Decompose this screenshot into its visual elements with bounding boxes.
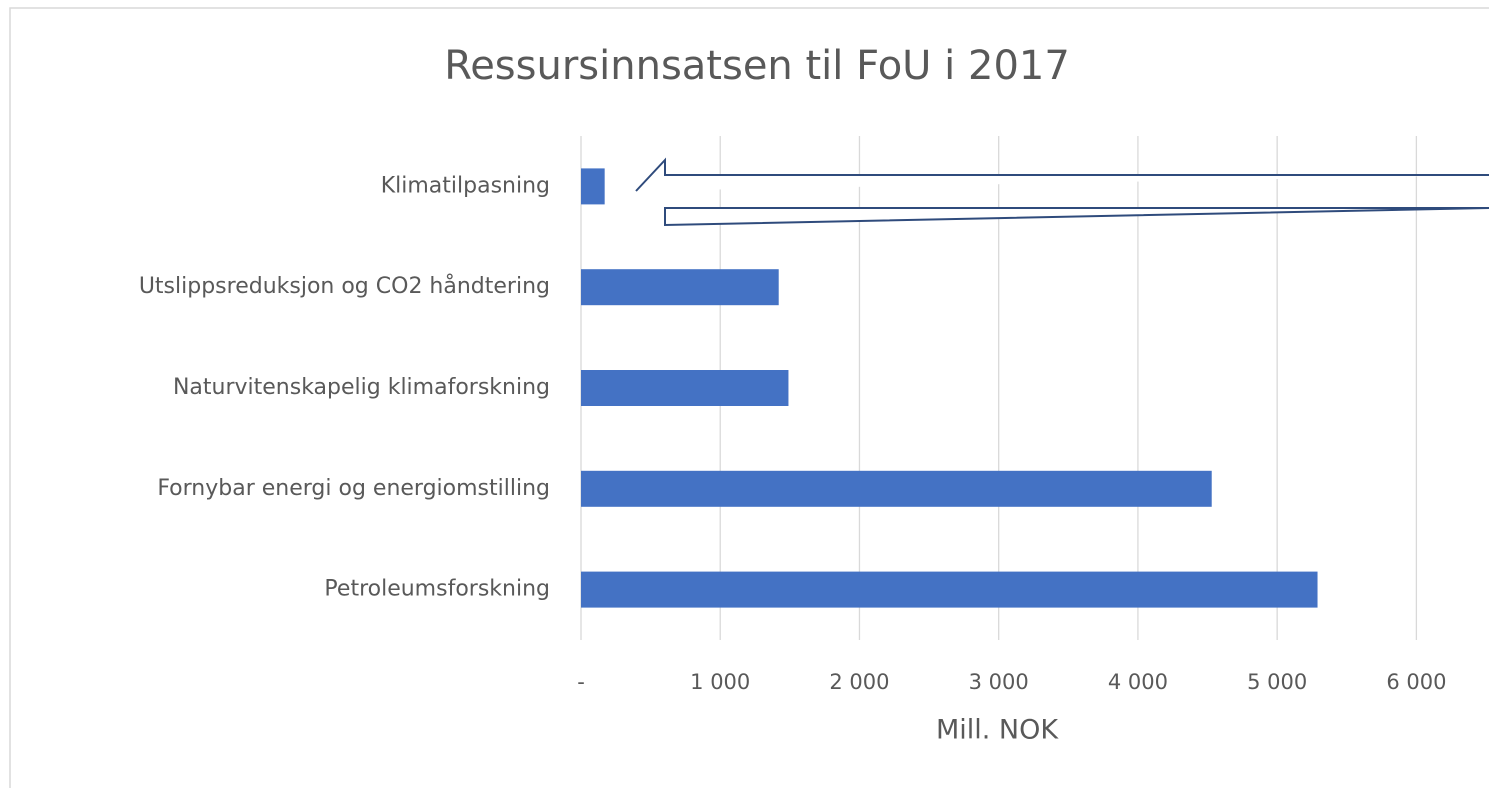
y-tick-label: Fornybar energi og energiomstilling [157,476,550,501]
y-tick-label: Naturvitenskapelig klimaforskning [173,375,550,400]
bar [581,470,1212,507]
y-tick-label: Utslippsreduksjon og CO2 håndtering [139,273,550,299]
x-tick-label: - [577,670,585,694]
x-axis-title: Mill. NOK [936,715,1059,746]
x-tick-label: 6 000 [1386,670,1446,694]
x-tick-label: 4 000 [1108,670,1168,694]
x-tick-label: 3 000 [969,670,1029,694]
chart-title: Ressursinnsatsen til FoU i 2017 [444,43,1070,89]
x-tick-label: 1 000 [690,670,750,694]
x-tick-label: 2 000 [829,670,889,694]
x-tick-label: 5 000 [1247,670,1307,694]
bar [581,370,789,406]
bar [581,269,779,306]
bar [581,168,605,205]
y-tick-label: Klimatilpasning [381,173,550,198]
y-tick-label: Petroleumsforskning [324,577,550,602]
chart-border [9,7,1489,788]
arrow-annotation [635,157,1489,227]
plot-area: - 1 000 2 000 3 000 4 000 5 000 6 000 Klimatilp… [139,136,1446,694]
bar [581,571,1318,608]
